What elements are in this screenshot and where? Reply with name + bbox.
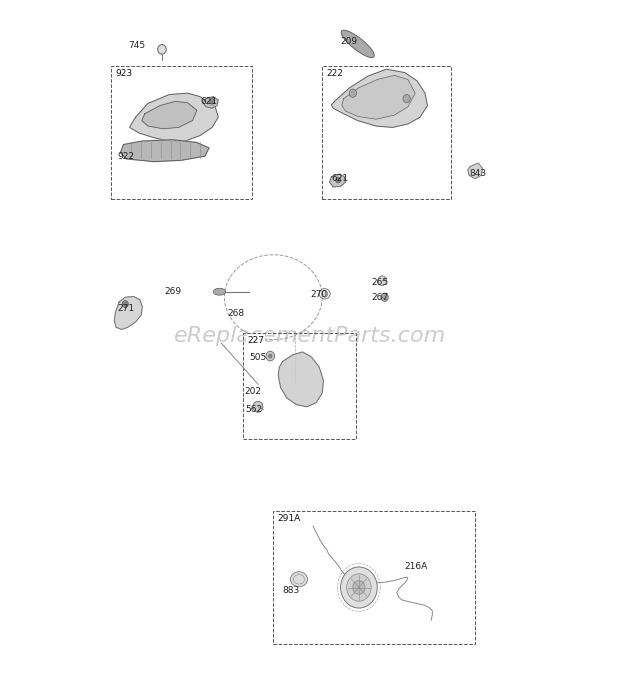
Text: 562: 562	[246, 405, 263, 414]
Circle shape	[381, 293, 388, 301]
Circle shape	[157, 44, 166, 54]
Circle shape	[335, 177, 340, 183]
Polygon shape	[203, 96, 218, 108]
Circle shape	[349, 89, 356, 97]
Text: 923: 923	[115, 69, 133, 78]
Text: 216A: 216A	[405, 563, 428, 572]
Text: 202: 202	[244, 387, 262, 396]
Polygon shape	[142, 101, 197, 129]
Polygon shape	[278, 352, 324, 407]
Text: 271: 271	[117, 304, 135, 313]
Circle shape	[210, 98, 215, 104]
Circle shape	[340, 567, 378, 608]
Circle shape	[266, 351, 275, 361]
Circle shape	[403, 94, 410, 103]
Text: 621: 621	[332, 174, 348, 183]
Text: 621: 621	[200, 97, 217, 106]
Text: 222: 222	[327, 69, 343, 78]
Circle shape	[253, 401, 263, 412]
Ellipse shape	[341, 30, 374, 58]
Polygon shape	[330, 174, 345, 187]
Polygon shape	[114, 297, 143, 329]
Circle shape	[122, 301, 128, 308]
Circle shape	[322, 290, 328, 297]
Text: 270: 270	[310, 290, 327, 299]
Text: eReplacementParts.com: eReplacementParts.com	[174, 326, 446, 346]
Polygon shape	[332, 69, 427, 128]
Circle shape	[268, 354, 272, 358]
Text: 505: 505	[249, 353, 266, 362]
Polygon shape	[120, 140, 209, 161]
Polygon shape	[468, 163, 482, 179]
Text: 291A: 291A	[278, 514, 301, 523]
Ellipse shape	[213, 288, 226, 295]
Text: 883: 883	[283, 586, 299, 595]
Text: 922: 922	[117, 152, 135, 161]
Text: 268: 268	[228, 309, 244, 318]
Text: 209: 209	[340, 37, 358, 46]
Text: 269: 269	[164, 287, 182, 296]
Circle shape	[353, 581, 365, 595]
Polygon shape	[342, 76, 415, 119]
Circle shape	[378, 276, 386, 286]
Text: 227: 227	[247, 335, 264, 344]
Polygon shape	[130, 93, 218, 141]
Circle shape	[347, 574, 371, 602]
Text: 745: 745	[128, 41, 145, 50]
Text: 267: 267	[371, 292, 388, 301]
Ellipse shape	[290, 572, 308, 587]
Text: 265: 265	[371, 278, 388, 287]
Text: 843: 843	[469, 169, 486, 178]
